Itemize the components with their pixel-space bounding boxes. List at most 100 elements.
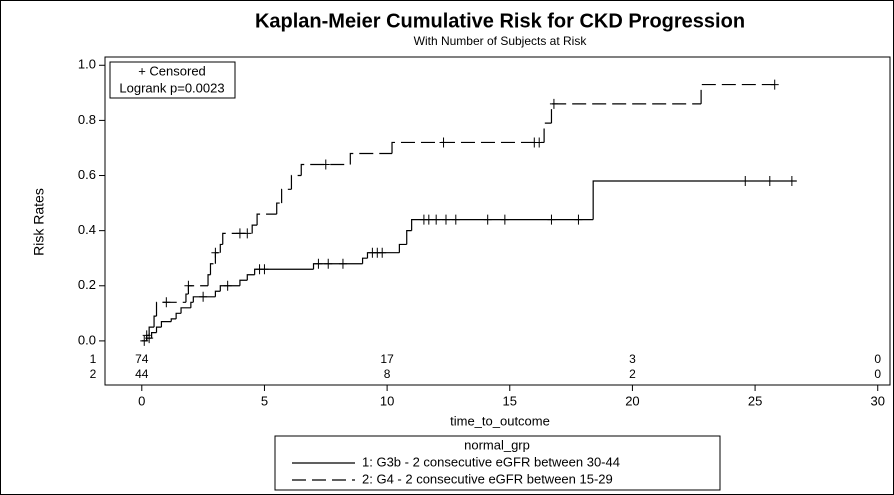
step-segment xyxy=(251,224,258,234)
x-tick-label: 30 xyxy=(871,393,885,408)
step-segment xyxy=(256,213,277,226)
x-tick-label: 0 xyxy=(138,393,145,408)
step-segment xyxy=(391,141,545,154)
step-segment xyxy=(366,252,400,259)
at-risk-group: 2 xyxy=(90,367,97,381)
step-segment xyxy=(209,263,216,275)
at-risk-count: 0 xyxy=(874,352,881,366)
plot-frame xyxy=(104,56,891,386)
step-segment xyxy=(219,285,240,292)
legend-title: normal_grp xyxy=(464,437,530,452)
step-segment xyxy=(151,332,157,339)
step-segment xyxy=(185,293,189,303)
step-segment xyxy=(214,290,221,297)
y-tick-label: 0.4 xyxy=(78,222,96,237)
x-tick-label: 20 xyxy=(625,393,639,408)
at-risk-count: 0 xyxy=(874,367,881,381)
step-segment xyxy=(550,103,702,124)
step-segment xyxy=(246,274,255,281)
step-segment xyxy=(592,180,797,220)
censor-mark xyxy=(235,228,244,239)
censor-mark xyxy=(574,214,583,225)
step-segment xyxy=(700,83,775,104)
x-tick-label: 5 xyxy=(261,393,268,408)
legend-box xyxy=(274,435,721,491)
at-risk-count: 3 xyxy=(629,352,636,366)
censor-mark xyxy=(424,214,433,225)
step-segment xyxy=(406,230,412,245)
step-segment xyxy=(192,296,216,303)
step-segment xyxy=(170,318,177,322)
at-risk-count: 17 xyxy=(380,352,394,366)
y-tick-label: 0.8 xyxy=(78,112,96,127)
step-segment xyxy=(148,326,155,336)
censor-mark xyxy=(314,258,323,269)
legend-label: 2: G4 - 2 consecutive eGFR between 15-29 xyxy=(362,471,613,486)
x-tick-label: 15 xyxy=(503,393,517,408)
step-segment xyxy=(254,268,314,275)
step-segment xyxy=(281,188,292,204)
step-segment xyxy=(290,174,302,190)
step-segment xyxy=(180,307,191,314)
censor-mark xyxy=(162,297,171,308)
y-tick-label: 0.0 xyxy=(78,332,96,347)
censor-mark xyxy=(765,176,774,187)
at-risk-count: 8 xyxy=(384,367,391,381)
censor-mark xyxy=(451,214,460,225)
step-segment xyxy=(160,321,172,328)
step-segment xyxy=(155,301,186,317)
inset-text: + Censored xyxy=(138,63,206,78)
at-risk-group: 1 xyxy=(90,352,97,366)
censor-mark xyxy=(324,258,333,269)
y-tick-label: 0.2 xyxy=(78,277,96,292)
censor-mark xyxy=(260,264,269,275)
censor-mark xyxy=(432,214,441,225)
step-segment xyxy=(175,312,182,319)
step-segment xyxy=(153,315,157,328)
censor-mark xyxy=(500,214,509,225)
censor-mark xyxy=(199,291,208,302)
step-segment xyxy=(300,163,351,176)
chart-subtitle: With Number of Subjects at Risk xyxy=(414,34,588,48)
censor-mark xyxy=(549,98,558,109)
step-segment xyxy=(207,274,211,286)
censor-mark xyxy=(547,214,556,225)
censor-mark xyxy=(441,214,450,225)
step-segment xyxy=(276,202,282,215)
censor-mark xyxy=(223,280,232,291)
censor-mark xyxy=(535,137,544,148)
censor-mark xyxy=(243,228,252,239)
censor-mark xyxy=(184,280,193,291)
step-segment xyxy=(219,243,223,253)
x-tick-label: 10 xyxy=(380,393,394,408)
y-tick-label: 0.6 xyxy=(78,167,96,182)
inset-box xyxy=(109,61,236,99)
y-tick-label: 1.0 xyxy=(78,57,96,72)
y-axis-label: Risk Rates xyxy=(31,188,47,256)
censor-mark xyxy=(439,137,448,148)
x-tick-label: 25 xyxy=(748,393,762,408)
censor-mark xyxy=(770,79,779,90)
inset-text: Logrank p=0.0023 xyxy=(119,80,224,95)
at-risk-count: 44 xyxy=(135,367,149,381)
censor-mark xyxy=(741,176,750,187)
at-risk-count: 2 xyxy=(629,367,636,381)
censor-mark xyxy=(338,258,347,269)
censor-mark xyxy=(378,247,387,258)
step-segment xyxy=(398,243,407,253)
chart-title: Kaplan-Meier Cumulative Risk for CKD Pro… xyxy=(255,10,745,32)
x-axis-label: time_to_outcome xyxy=(450,413,550,428)
censor-mark xyxy=(321,159,330,170)
censor-mark xyxy=(483,214,492,225)
step-segment xyxy=(155,326,162,333)
step-segment xyxy=(239,279,248,286)
censor-mark xyxy=(787,176,796,187)
legend-label: 1: G3b - 2 consecutive eGFR between 30-4… xyxy=(362,454,620,469)
step-segment xyxy=(361,257,368,264)
censor-mark xyxy=(211,247,220,258)
censor-mark xyxy=(142,330,151,341)
step-segment xyxy=(543,122,552,143)
step-segment xyxy=(349,152,393,165)
at-risk-count: 74 xyxy=(135,352,149,366)
